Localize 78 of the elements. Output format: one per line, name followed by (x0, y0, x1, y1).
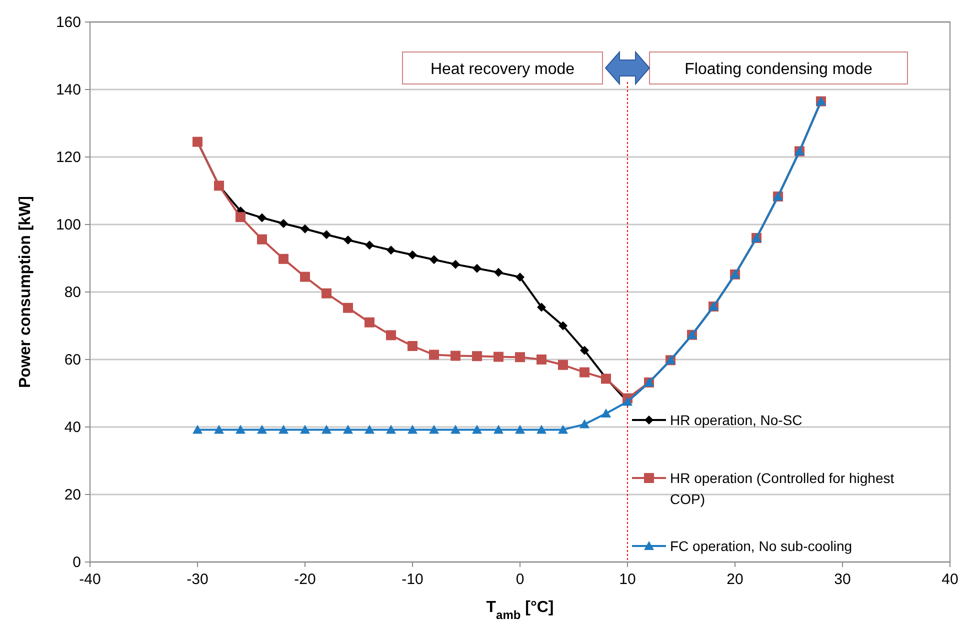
point (429, 424, 439, 434)
y-tick-label: 80 (64, 284, 81, 301)
x-tick-label: 20 (726, 571, 744, 588)
point (300, 272, 310, 282)
y-tick-label: 100 (56, 216, 81, 234)
point (450, 424, 460, 434)
point (515, 424, 525, 434)
point (472, 424, 482, 434)
point (536, 354, 546, 364)
x-tick-label: -10 (402, 571, 424, 588)
point (558, 424, 568, 434)
annotation: Heat recovery mode (430, 61, 575, 78)
point (300, 424, 310, 434)
x-tick-label: 40 (942, 571, 958, 588)
point (472, 264, 482, 273)
y-tick-label: 20 (64, 486, 81, 504)
point (537, 302, 546, 312)
point (364, 317, 374, 328)
point (580, 367, 590, 378)
point (429, 350, 439, 360)
x-tick-label: -20 (294, 571, 316, 588)
point (516, 272, 524, 282)
point (322, 424, 332, 434)
point (257, 424, 267, 434)
point (236, 212, 246, 222)
point (386, 424, 396, 434)
point (580, 419, 590, 428)
point (558, 321, 568, 330)
point (365, 240, 374, 250)
point (580, 346, 589, 355)
point (279, 218, 288, 228)
point (451, 260, 460, 269)
point (322, 230, 331, 240)
point (300, 224, 310, 234)
point (278, 254, 288, 264)
point (257, 234, 267, 244)
y-tick-label: 120 (56, 149, 81, 166)
point (558, 360, 568, 370)
point (601, 408, 611, 418)
x-tick-label: 0 (516, 571, 524, 588)
y-tick-label: 0 (72, 554, 81, 571)
point (408, 341, 418, 351)
x-axis-title: T$_{amb}$ [°C] (486, 599, 554, 622)
point (408, 250, 417, 260)
point (278, 424, 288, 434)
point (408, 424, 418, 434)
y-tick-label: 140 (56, 82, 81, 98)
point (536, 424, 546, 434)
legend-label: HR operation (Controlled for highest COP) (670, 470, 894, 507)
point (343, 424, 353, 434)
x-tick-label: -30 (186, 571, 208, 588)
annotation: Floating condensing mode (684, 61, 872, 78)
point (494, 268, 503, 277)
point (386, 330, 396, 340)
point (344, 236, 352, 245)
x-tick-label: 10 (619, 571, 636, 588)
x-tick-label: -40 (79, 571, 101, 588)
y-tick-label: 40 (64, 419, 81, 436)
point (494, 424, 504, 434)
point (472, 351, 482, 362)
point (515, 352, 525, 362)
legend-label: FC operation, No sub-cooling (670, 538, 852, 554)
point (364, 424, 374, 434)
point (214, 424, 224, 434)
point (322, 288, 332, 298)
point (192, 424, 202, 434)
point (450, 350, 460, 361)
point (343, 302, 353, 313)
legend-label: HR operation, No-SC (670, 412, 802, 428)
point (236, 424, 246, 434)
x-tick-label: 30 (834, 571, 851, 588)
y-axis-title: Power consumption [kW] (17, 196, 34, 388)
point (258, 213, 266, 222)
y-tick-label: 160 (56, 14, 81, 31)
point (386, 246, 396, 255)
point (494, 352, 504, 362)
point (430, 255, 438, 264)
y-tick-label: 60 (64, 352, 81, 368)
